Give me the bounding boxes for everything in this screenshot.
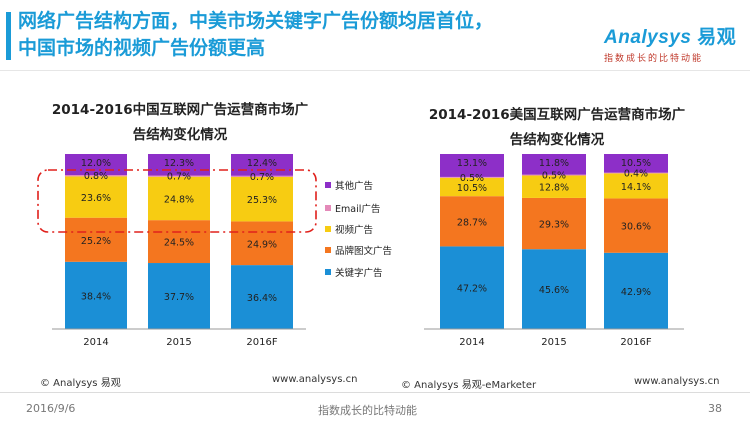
bar-china-2015-email: [148, 175, 210, 177]
bar-china-2014-brand: [65, 217, 127, 262]
data-label-china-2015-keyword: 37.7%: [164, 292, 194, 303]
bar-us-2014-brand: [440, 196, 504, 247]
legend-swatch-other: [325, 182, 331, 188]
data-label-china-2016f-keyword: 36.4%: [247, 293, 277, 304]
x-tick-us-2016f: 2016F: [620, 337, 651, 348]
chart-title-china-line-2: 告结构变化情况: [133, 126, 228, 143]
page-number: 38: [708, 402, 722, 415]
headline: 网络广告结构方面，中美市场关键字广告份额均居首位， 中国市场的视频广告份额更高: [18, 8, 598, 62]
x-tick-china-2016f: 2016F: [246, 337, 277, 348]
bar-china-2014-email: [65, 175, 127, 177]
bar-china-2016f-email: [231, 175, 293, 177]
data-label-us-2016f-other: 10.5%: [621, 158, 651, 169]
bar-us-2015-other: [522, 154, 586, 175]
data-label-china-2015-email: 0.7%: [167, 172, 191, 183]
logo-name-cn: 易观: [697, 27, 737, 48]
data-label-china-2016f-video: 25.3%: [247, 195, 277, 206]
data-label-china-2014-other: 12.0%: [81, 158, 111, 169]
data-label-us-2016f-brand: 30.6%: [621, 222, 651, 233]
bar-china-2016f-brand: [231, 221, 293, 266]
accent-bar: [6, 12, 11, 60]
data-label-us-2015-keyword: 45.6%: [539, 285, 569, 296]
data-label-us-2014-other: 13.1%: [457, 158, 487, 169]
bar-us-2015-email: [522, 174, 586, 176]
highlight-box: [37, 169, 317, 233]
data-label-china-2016f-email: 0.7%: [250, 172, 274, 183]
data-label-china-2014-video: 23.6%: [81, 193, 111, 204]
data-label-us-2015-other: 11.8%: [539, 158, 569, 169]
x-tick-china-2015: 2015: [166, 337, 191, 348]
legend-swatch-video: [325, 226, 331, 232]
legend-swatch-brand: [325, 247, 331, 253]
headline-line-2: 中国市场的视频广告份额更高: [18, 37, 266, 59]
data-label-us-2016f-email: 0.4%: [624, 169, 648, 180]
data-label-us-2014-brand: 28.7%: [457, 217, 487, 228]
logo-tagline: 指数成长的比特动能: [604, 54, 704, 64]
header-divider: [0, 70, 750, 71]
legend-label-keyword: 关键字广告: [335, 267, 383, 279]
bar-us-2014-other: [440, 154, 504, 177]
bar-us-2016f-email: [604, 172, 668, 174]
data-label-us-2014-keyword: 47.2%: [457, 284, 487, 295]
data-label-china-2014-brand: 25.2%: [81, 236, 111, 247]
bar-us-2016f-other: [604, 154, 668, 173]
chart-title-us-line-1: 2014-2016美国互联网广告运营商市场广: [429, 106, 685, 123]
bar-china-2015-keyword: [148, 263, 210, 329]
bar-us-2015-video: [522, 175, 586, 198]
page-date: 2016/9/6: [26, 402, 76, 415]
data-label-china-2016f-other: 12.4%: [247, 158, 277, 169]
bar-china-2014-video: [65, 176, 127, 218]
analysys-logo: Analysys 易观 指数成长的比特动能: [604, 22, 746, 64]
legend-label-other: 其他广告: [335, 180, 373, 192]
bar-us-2015-keyword: [522, 249, 586, 329]
bar-china-2015-video: [148, 176, 210, 221]
data-label-us-2015-video: 12.8%: [539, 183, 569, 194]
website-us: www.analysys.cn: [634, 376, 720, 387]
data-label-us-2016f-keyword: 42.9%: [621, 287, 651, 298]
source-note-us: © Analysys 易观-eMarketer: [401, 380, 537, 391]
source-note-china: © Analysys 易观: [40, 378, 121, 389]
data-label-china-2015-brand: 24.5%: [164, 238, 194, 249]
legend-label-video: 视频广告: [335, 224, 373, 236]
legend-swatch-email: [325, 205, 331, 211]
x-tick-us-2015: 2015: [541, 337, 566, 348]
bar-us-2016f-video: [604, 173, 668, 199]
chart-title-us-line-2: 告结构变化情况: [510, 131, 605, 148]
bar-us-2014-video: [440, 177, 504, 197]
legend-label-brand: 品牌图文广告: [335, 245, 392, 257]
bar-us-2016f-keyword: [604, 252, 668, 329]
data-label-china-2015-other: 12.3%: [164, 158, 194, 169]
data-label-china-2016f-brand: 24.9%: [247, 239, 277, 250]
legend-label-email: Email广告: [335, 203, 380, 215]
bar-us-2016f-brand: [604, 198, 668, 253]
data-label-china-2015-video: 24.8%: [164, 194, 194, 205]
headline-line-1: 网络广告结构方面，中美市场关键字广告份额均居首位，: [18, 10, 494, 32]
data-label-us-2016f-video: 14.1%: [621, 182, 651, 193]
bar-china-2016f-video: [231, 176, 293, 222]
bar-us-2014-email: [440, 176, 504, 178]
x-tick-china-2014: 2014: [83, 337, 108, 348]
data-label-us-2014-video: 10.5%: [457, 183, 487, 194]
data-label-us-2015-brand: 29.3%: [539, 220, 569, 231]
data-label-us-2014-email: 0.5%: [460, 173, 484, 184]
bar-china-2015-brand: [148, 220, 210, 264]
bar-china-2016f-keyword: [231, 265, 293, 329]
logo-name: Analysys: [604, 27, 692, 48]
bar-china-2014-keyword: [65, 261, 127, 329]
legend-swatch-keyword: [325, 269, 331, 275]
bar-us-2015-brand: [522, 197, 586, 250]
chart-title-china-line-1: 2014-2016中国互联网广告运营商市场广: [52, 101, 308, 118]
website-china: www.analysys.cn: [272, 374, 358, 385]
bar-us-2014-keyword: [440, 246, 504, 329]
data-label-china-2014-email: 0.8%: [84, 171, 108, 182]
x-tick-us-2014: 2014: [459, 337, 484, 348]
page-slogan: 指数成长的比特动能: [318, 404, 417, 417]
data-label-us-2015-email: 0.5%: [542, 171, 566, 182]
data-label-china-2014-keyword: 38.4%: [81, 291, 111, 302]
footer-divider: [0, 392, 750, 393]
